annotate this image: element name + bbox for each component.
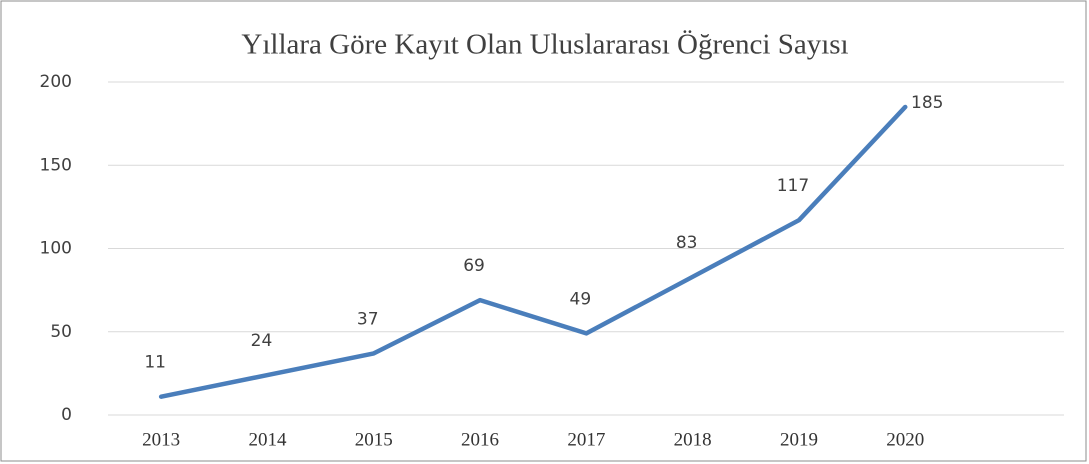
y-tick-label: 50 [50,322,72,342]
data-label: 117 [777,176,809,196]
y-tick-label: 0 [61,405,72,425]
y-tick-label: 150 [40,155,72,175]
chart-title: Yıllara Göre Kayıt Olan Uluslararası Öğr… [241,29,848,61]
x-tick-label: 2020 [886,429,924,450]
y-tick-label: 100 [40,239,72,259]
x-tick-label: 2017 [567,429,605,450]
x-tick-label: 2014 [248,429,287,450]
data-label: 69 [463,256,485,276]
data-line [158,104,908,399]
x-tick-label: 2015 [355,429,393,450]
x-tick-label: 2016 [461,429,499,450]
x-tick-label: 2019 [780,429,818,450]
data-label: 49 [570,289,592,309]
y-tick-label: 200 [40,72,72,92]
x-tick-label: 2013 [142,429,180,450]
data-label: 185 [911,93,943,113]
x-tick-label: 2018 [674,429,712,450]
data-label: 24 [251,331,273,351]
data-label: 11 [144,353,166,373]
data-label: 83 [676,233,698,253]
data-label: 37 [357,309,379,329]
